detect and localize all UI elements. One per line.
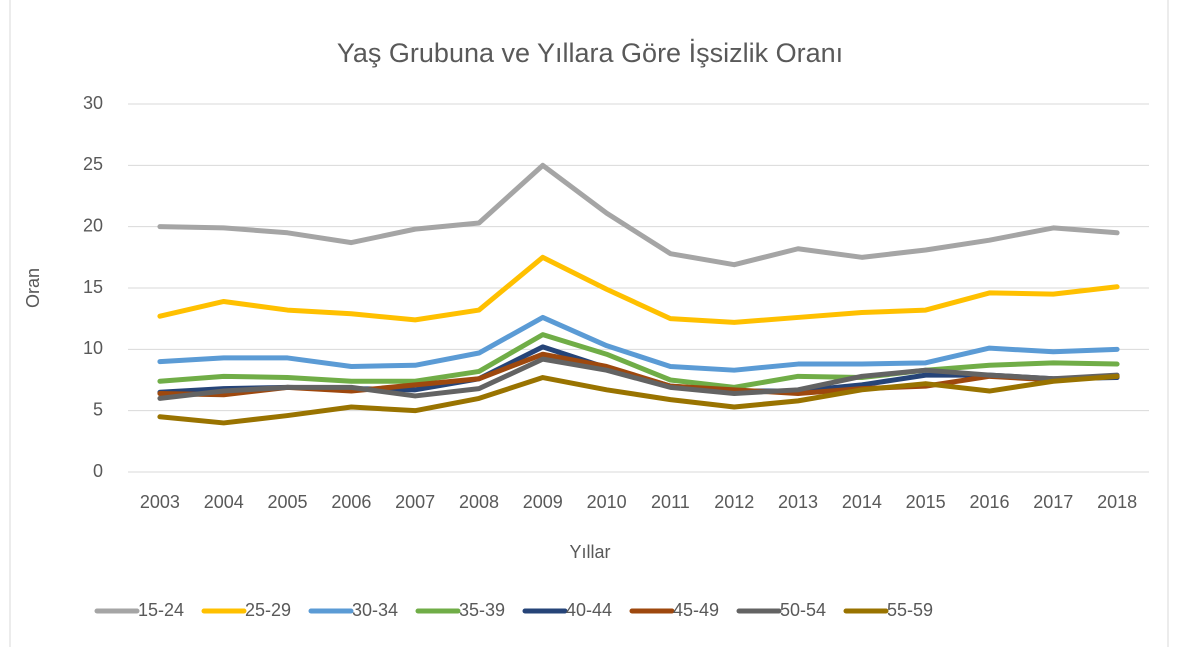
- legend-label: 50-54: [780, 600, 826, 620]
- legend-label: 45-49: [673, 600, 719, 620]
- x-axis-label: Yıllar: [569, 542, 610, 562]
- x-tick-label: 2008: [459, 492, 499, 512]
- series-line: [157, 332, 1120, 390]
- x-tick-label: 2004: [204, 492, 244, 512]
- legend-label: 30-34: [352, 600, 398, 620]
- series-line: [157, 254, 1120, 325]
- x-tick-label: 2012: [714, 492, 754, 512]
- series-line: [157, 162, 1120, 268]
- legend-label: 40-44: [566, 600, 612, 620]
- x-tick-label: 2013: [778, 492, 818, 512]
- legend-label: 25-29: [245, 600, 291, 620]
- x-tick-label: 2017: [1033, 492, 1073, 512]
- y-tick-label: 25: [83, 154, 103, 174]
- legend-label: 35-39: [459, 600, 505, 620]
- y-tick-label: 30: [83, 93, 103, 113]
- chart-title: Yaş Grubuna ve Yıllara Göre İşsizlik Ora…: [337, 37, 843, 68]
- legend-label: 55-59: [887, 600, 933, 620]
- y-tick-label: 10: [83, 338, 103, 358]
- x-tick-label: 2018: [1097, 492, 1137, 512]
- y-tick-label: 5: [93, 399, 103, 419]
- x-tick-label: 2011: [651, 492, 690, 512]
- x-tick-label: 2005: [268, 492, 308, 512]
- x-tick-label: 2016: [969, 492, 1009, 512]
- series-line: [157, 356, 1120, 401]
- series-line: [157, 373, 1120, 426]
- series-line: [157, 314, 1120, 373]
- y-axis-label: Oran: [23, 268, 43, 308]
- x-tick-label: 2006: [331, 492, 371, 512]
- x-tick-label: 2003: [140, 492, 180, 512]
- x-tick-label: 2010: [587, 492, 627, 512]
- chart-frame: [9, 0, 1169, 647]
- x-tick-label: 2007: [395, 492, 435, 512]
- y-tick-label: 15: [83, 277, 103, 297]
- y-tick-label: 0: [93, 461, 103, 481]
- x-tick-label: 2015: [906, 492, 946, 512]
- x-tick-label: 2009: [523, 492, 563, 512]
- y-tick-label: 20: [83, 215, 103, 235]
- legend-label: 15-24: [138, 600, 184, 620]
- x-tick-label: 2014: [842, 492, 882, 512]
